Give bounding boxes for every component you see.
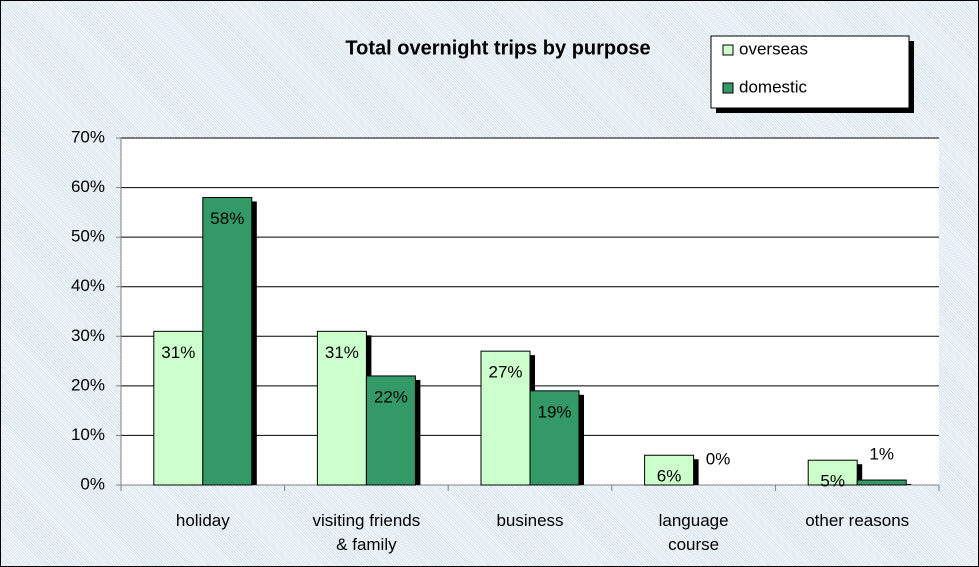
y-tick-label: 50% (71, 227, 105, 246)
value-label: 5% (820, 472, 845, 491)
value-label: 1% (869, 445, 894, 464)
x-tick-label: other reasons (805, 511, 910, 530)
value-label: 19% (537, 402, 571, 421)
x-tick-label: business (496, 511, 564, 530)
bar (807, 459, 858, 486)
y-tick-label: 60% (71, 177, 105, 196)
legend (710, 35, 910, 109)
legend-label: domestic (739, 77, 808, 96)
legend-swatch (722, 44, 734, 56)
y-tick-label: 10% (71, 425, 105, 444)
bar (529, 390, 580, 486)
value-label: 22% (374, 387, 408, 406)
value-label: 0% (706, 449, 731, 468)
y-tick-label: 70% (71, 127, 105, 146)
value-label: 31% (325, 343, 359, 362)
value-label: 6% (657, 467, 682, 486)
legend-label: overseas (739, 39, 808, 58)
bar (856, 479, 907, 486)
value-label: 31% (161, 343, 195, 362)
legend-swatch (722, 82, 734, 94)
chart-title: Total overnight trips by purpose (345, 37, 650, 59)
y-tick-label: 30% (71, 326, 105, 345)
y-tick-label: 0% (80, 474, 105, 493)
y-tick-label: 20% (71, 375, 105, 394)
x-tick-label: visiting friends & family (312, 511, 421, 554)
bar (644, 454, 695, 486)
value-label: 58% (210, 209, 244, 228)
value-label: 27% (488, 363, 522, 382)
x-tick-label: language course (658, 511, 729, 554)
bar (316, 330, 367, 486)
bar (365, 375, 416, 486)
y-tick-label: 40% (71, 276, 105, 295)
bar (480, 350, 531, 486)
x-tick-label: holiday (175, 511, 230, 530)
bar (202, 196, 253, 486)
